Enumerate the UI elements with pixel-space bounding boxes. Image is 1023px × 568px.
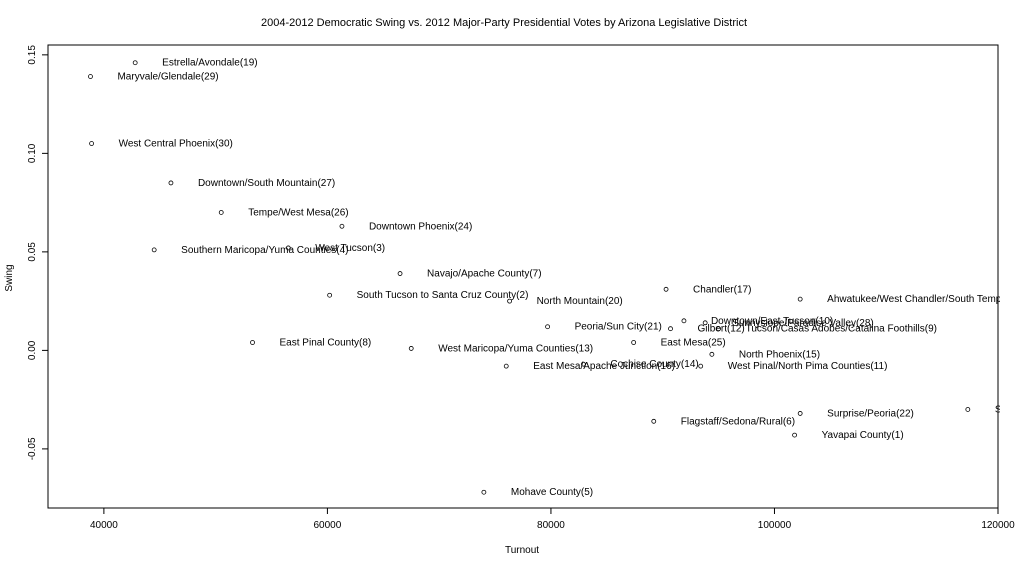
point-label: Gilbert(12) — [698, 324, 745, 335]
data-point — [89, 141, 94, 146]
data-point — [88, 74, 93, 79]
data-point — [702, 320, 708, 326]
point-label: East Mesa(25) — [661, 338, 726, 349]
x-tick-label: 60000 — [314, 520, 342, 531]
data-point — [168, 180, 174, 186]
y-tick-label: 0.15 — [27, 45, 38, 65]
point-label: Yavapai County(1) — [822, 430, 904, 441]
x-axis-label: Turnout — [505, 545, 539, 556]
point-label: East Mesa/Apache Junction(16) — [533, 361, 675, 372]
x-axis: 40000 60000 80000 100000 120000 — [90, 508, 1015, 531]
y-tick-label: -0.05 — [27, 437, 38, 460]
data-point — [339, 223, 345, 229]
point-label: Maryvale/Glendale(29) — [117, 72, 218, 83]
point-label: East Pinal County(8) — [280, 338, 372, 349]
data-point — [481, 489, 487, 495]
point-label: Scottsdale(23) — [995, 404, 1023, 415]
data-point — [651, 418, 657, 424]
data-point — [663, 286, 669, 292]
data-point — [250, 340, 255, 345]
data-point — [503, 363, 509, 369]
point-label: West Pinal/North Pima Counties(11) — [728, 361, 888, 372]
data-point — [397, 271, 403, 276]
y-axis-label: Swing — [4, 264, 15, 291]
point-label: Tucson/Casas Adobes/Catalina Foothills(9… — [746, 324, 937, 335]
data-point — [965, 407, 971, 412]
point-label: Tempe/West Mesa(26) — [248, 207, 348, 218]
point-label: Cochise County(14) — [610, 359, 698, 370]
point-label: North Mountain(20) — [537, 296, 623, 307]
point-label: Sunnyslope/Paradise Valley(28) — [732, 318, 874, 329]
data-point — [797, 296, 803, 302]
y-axis: -0.05 0.00 0.05 0.10 0.15 — [27, 45, 48, 460]
x-tick-label: 40000 — [90, 520, 118, 531]
data-point — [132, 60, 138, 66]
data-point — [716, 326, 721, 332]
point-label: Ahwatukee/West Chandler/South Tempe(18) — [827, 294, 1023, 305]
point-label: Downtown Phoenix(24) — [369, 221, 472, 232]
plot-frame — [47, 44, 999, 509]
x-tick-label: 100000 — [758, 520, 792, 531]
data-point — [580, 361, 586, 367]
point-label: Peoria/Sun City(21) — [575, 322, 662, 333]
point-label: West Central Phoenix(30) — [119, 139, 233, 150]
point-label: Surprise/Peoria(22) — [827, 408, 914, 419]
chart-title: 2004-2012 Democratic Swing vs. 2012 Majo… — [261, 17, 747, 29]
data-point — [631, 340, 637, 345]
data-point — [698, 363, 704, 369]
data-point — [668, 326, 673, 332]
data-point — [507, 298, 512, 304]
x-tick-label: 80000 — [537, 520, 565, 531]
point-label: North Phoenix(15) — [739, 349, 820, 360]
point-label: Chandler(17) — [693, 284, 751, 295]
point-label: West Maricopa/Yuma Counties(13) — [438, 343, 593, 354]
point-label: Downtown/South Mountain(27) — [198, 178, 335, 189]
y-tick-label: 0.00 — [27, 340, 38, 360]
point-label: Downtown/East Tucson(10) — [711, 316, 833, 327]
data-point — [792, 432, 797, 438]
point-label: Estrella/Avondale(19) — [162, 58, 257, 69]
data-point — [151, 247, 157, 253]
data-point — [709, 351, 715, 357]
data-point — [681, 318, 687, 324]
point-label: South Tucson to Santa Cruz County(2) — [357, 290, 529, 301]
point-label: Southern Maricopa/Yuma Counties(4) — [181, 245, 348, 256]
x-tick-label: 120000 — [981, 520, 1015, 531]
data-point — [327, 292, 333, 298]
point-label: Navajo/Apache County(7) — [427, 269, 542, 280]
data-points: Maryvale/Glendale(29) Estrella/Avondale(1… — [88, 58, 1023, 498]
data-point — [218, 210, 224, 215]
point-label: Mohave County(5) — [511, 487, 593, 498]
data-point — [545, 324, 550, 330]
y-tick-label: 0.10 — [27, 143, 38, 163]
y-tick-label: 0.05 — [27, 242, 38, 262]
point-label: West Tucson(3) — [315, 243, 385, 254]
data-point — [285, 245, 291, 251]
point-label: Flagstaff/Sedona/Rural(6) — [681, 416, 795, 427]
data-point — [797, 411, 803, 416]
data-point — [408, 346, 414, 351]
